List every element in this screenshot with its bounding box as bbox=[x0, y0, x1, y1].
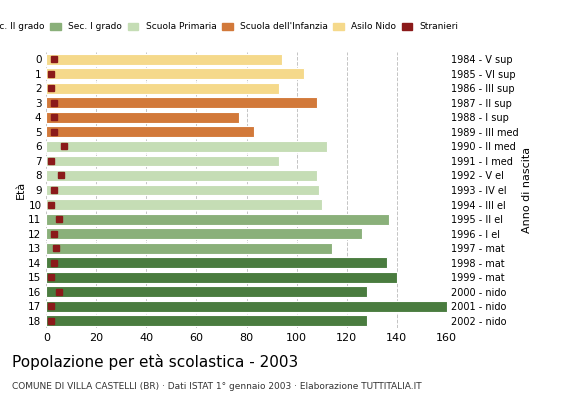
Bar bbox=[46, 184, 319, 196]
Bar bbox=[46, 68, 304, 79]
Bar bbox=[46, 228, 361, 239]
Bar bbox=[46, 112, 239, 123]
Bar bbox=[46, 126, 254, 137]
Bar bbox=[46, 214, 389, 224]
Legend: Sec. II grado, Sec. I grado, Scuola Primaria, Scuola dell'Infanzia, Asilo Nido, : Sec. II grado, Sec. I grado, Scuola Prim… bbox=[0, 21, 461, 33]
Bar bbox=[46, 257, 387, 268]
Bar bbox=[46, 54, 281, 65]
Bar bbox=[46, 315, 367, 326]
Text: Popolazione per età scolastica - 2003: Popolazione per età scolastica - 2003 bbox=[12, 354, 298, 370]
Bar bbox=[46, 156, 279, 166]
Bar bbox=[46, 83, 279, 94]
Bar bbox=[46, 301, 447, 312]
Y-axis label: Anno di nascita: Anno di nascita bbox=[522, 147, 532, 233]
Bar bbox=[46, 97, 317, 108]
Bar bbox=[46, 272, 397, 283]
Y-axis label: Età: Età bbox=[16, 181, 26, 199]
Bar bbox=[46, 243, 332, 254]
Text: COMUNE DI VILLA CASTELLI (BR) · Dati ISTAT 1° gennaio 2003 · Elaborazione TUTTIT: COMUNE DI VILLA CASTELLI (BR) · Dati IST… bbox=[12, 382, 421, 391]
Bar bbox=[46, 170, 317, 181]
Bar bbox=[46, 199, 321, 210]
Bar bbox=[46, 286, 367, 297]
Bar bbox=[46, 141, 327, 152]
